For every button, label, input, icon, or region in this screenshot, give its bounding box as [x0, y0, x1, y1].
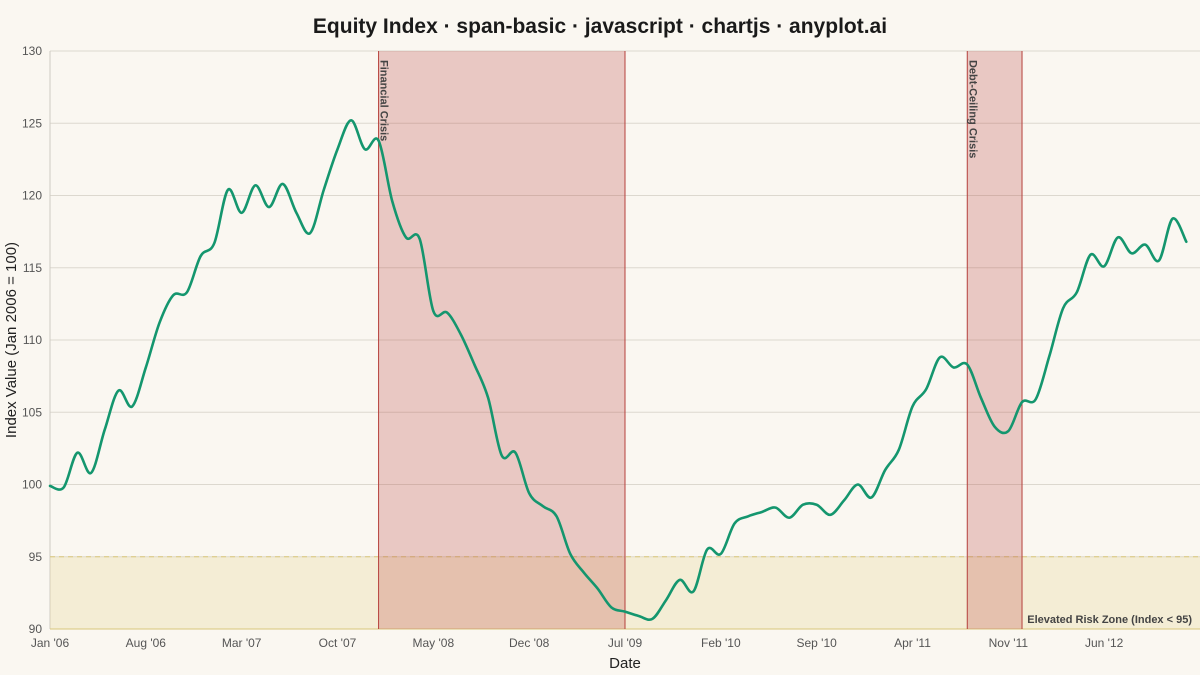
- span-layer: Financial Crisis Debt-Ceiling Crisis: [378, 51, 1023, 629]
- x-tick-label: Mar '07: [222, 636, 262, 650]
- y-axis-title: Index Value (Jan 2006 = 100): [3, 242, 20, 438]
- x-tick-label: Apr '11: [894, 636, 931, 650]
- risk-zone-label: Elevated Risk Zone (Index < 95): [1027, 614, 1192, 626]
- x-tick-label: Jun '12: [1085, 636, 1124, 650]
- line-layer: [48, 119, 1188, 622]
- x-tick-label: May '08: [413, 636, 455, 650]
- y-tick-label: 120: [22, 189, 42, 203]
- x-tick-label: Oct '07: [319, 636, 357, 650]
- x-tick-label: Feb '10: [701, 636, 741, 650]
- x-tick-label: Sep '10: [797, 636, 838, 650]
- tick-layer: 90 95 100 105 110 115 120 125 130 Jan '06 Aug '06 M…: [22, 44, 1124, 650]
- y-tick-label: 110: [23, 333, 42, 347]
- x-axis-title: Date: [609, 655, 641, 672]
- equity-index-line: [48, 119, 1188, 622]
- y-tick-label: 100: [22, 478, 42, 492]
- x-tick-label: Jul '09: [608, 636, 643, 650]
- x-tick-label: Jan '06: [31, 636, 70, 650]
- y-tick-label: 125: [22, 116, 42, 130]
- chart-title: Equity Index · span-basic · javascript ·…: [313, 15, 887, 38]
- y-tick-label: 90: [29, 622, 43, 636]
- crisis-span: [378, 51, 625, 629]
- x-tick-label: Dec '08: [509, 636, 550, 650]
- crisis-span: [967, 51, 1023, 629]
- y-tick-label: 95: [29, 550, 43, 564]
- crisis-span-label: Debt-Ceiling Crisis: [966, 60, 978, 158]
- crisis-span-label: Financial Crisis: [378, 60, 390, 141]
- y-tick-label: 115: [23, 261, 42, 275]
- x-tick-label: Nov '11: [989, 636, 1029, 650]
- y-tick-label: 130: [22, 44, 42, 58]
- x-tick-label: Aug '06: [126, 636, 167, 650]
- y-tick-label: 105: [22, 405, 42, 419]
